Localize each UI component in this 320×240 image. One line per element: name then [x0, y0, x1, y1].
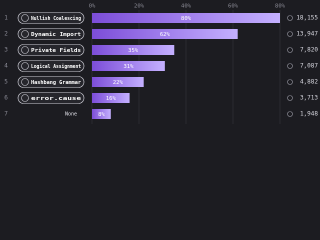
count-icon — [287, 47, 293, 53]
x-tick-label: 80% — [275, 4, 286, 10]
rank: 4 — [4, 63, 8, 70]
count: 3,713 — [300, 95, 318, 102]
rank: 6 — [4, 95, 8, 102]
rank: 1 — [4, 15, 8, 22]
bar — [92, 61, 165, 71]
x-tick-label: 60% — [228, 4, 239, 10]
value-label: 31% — [123, 64, 134, 70]
count: 7,087 — [300, 63, 318, 70]
value-label: 22% — [113, 80, 124, 86]
count: 18,155 — [296, 15, 318, 22]
count: 7,820 — [300, 47, 318, 54]
value-label: 16% — [106, 96, 117, 102]
feature-label: Nullish Coalescing — [31, 16, 81, 22]
feature-label: error.cause — [31, 96, 81, 102]
feature-label: Hashbang Grammar — [31, 80, 81, 86]
value-label: 62% — [160, 32, 171, 38]
count-icon — [287, 95, 293, 101]
rank: 3 — [4, 47, 8, 54]
count: 4,882 — [300, 79, 318, 86]
bar — [92, 109, 111, 119]
code-icon — [21, 46, 29, 54]
value-label: 35% — [128, 48, 139, 54]
code-icon — [21, 30, 29, 38]
feature-pill — [17, 76, 85, 88]
count-icon — [287, 31, 293, 37]
x-tick-label: 20% — [134, 4, 145, 10]
bar — [92, 93, 130, 103]
code-icon — [21, 94, 29, 102]
feature-label: Logical Assignment — [31, 64, 81, 70]
feature-label: None — [65, 112, 77, 118]
count: 13,947 — [296, 31, 318, 38]
code-icon — [21, 62, 29, 70]
bar — [92, 13, 280, 23]
code-icon — [21, 78, 29, 86]
x-tick-label: 0% — [89, 4, 96, 10]
feature-pill — [17, 44, 85, 56]
rank: 7 — [4, 111, 8, 118]
rank: 5 — [4, 79, 8, 86]
bar — [92, 77, 144, 87]
bar — [92, 29, 238, 39]
feature-label: Dynamic Import — [31, 32, 81, 38]
count-icon — [287, 15, 293, 21]
feature-pill — [17, 28, 85, 40]
feature-label: Private Fields — [31, 48, 81, 54]
x-tick-label: 40% — [181, 4, 192, 10]
feature-pill — [17, 12, 85, 24]
feature-pill — [17, 60, 85, 72]
bar — [92, 45, 175, 55]
chart: 0% 20% 40% 60% 80% 1 Nullish Coalescing 80% 18,1… — [4, 3, 319, 124]
count: 1,948 — [300, 111, 318, 118]
value-label: 8% — [98, 112, 105, 118]
feature-pill — [17, 92, 85, 104]
count-icon — [287, 63, 293, 69]
value-label: 80% — [181, 16, 192, 22]
count-icon — [287, 79, 293, 85]
rank: 2 — [4, 31, 8, 38]
code-icon — [21, 14, 29, 22]
count-icon — [287, 111, 293, 117]
